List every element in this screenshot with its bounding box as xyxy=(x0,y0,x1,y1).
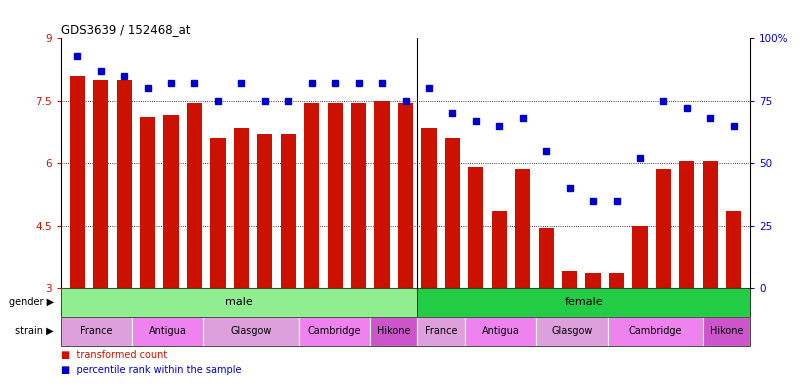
Bar xyxy=(539,228,554,288)
Bar xyxy=(204,317,298,346)
Bar xyxy=(298,317,370,346)
Bar xyxy=(562,271,577,288)
Bar xyxy=(418,317,465,346)
Bar xyxy=(370,317,418,346)
Text: Antigua: Antigua xyxy=(149,326,187,336)
Bar xyxy=(117,80,131,288)
Bar xyxy=(61,288,418,317)
Text: Glasgow: Glasgow xyxy=(551,326,593,336)
Bar xyxy=(680,161,694,288)
Bar xyxy=(351,103,367,288)
Bar xyxy=(444,138,460,288)
Bar xyxy=(93,80,109,288)
Bar xyxy=(515,169,530,288)
Bar xyxy=(702,161,718,288)
Text: GDS3639 / 152468_at: GDS3639 / 152468_at xyxy=(61,23,191,36)
Text: Cambridge: Cambridge xyxy=(629,326,682,336)
Text: Hikone: Hikone xyxy=(710,326,743,336)
Bar xyxy=(609,273,624,288)
Text: gender ▶: gender ▶ xyxy=(9,297,54,308)
Bar xyxy=(726,211,741,288)
Text: Hikone: Hikone xyxy=(377,326,410,336)
Text: ■  transformed count: ■ transformed count xyxy=(61,350,167,360)
Text: male: male xyxy=(225,297,253,308)
Text: female: female xyxy=(564,297,603,308)
Bar xyxy=(586,273,601,288)
Bar xyxy=(210,138,225,288)
Bar xyxy=(304,103,320,288)
Text: ■  percentile rank within the sample: ■ percentile rank within the sample xyxy=(61,366,242,376)
Bar xyxy=(491,211,507,288)
Bar xyxy=(422,128,436,288)
Bar xyxy=(140,118,155,288)
Bar xyxy=(70,76,85,288)
Text: Antigua: Antigua xyxy=(482,326,520,336)
Bar xyxy=(536,317,607,346)
Bar xyxy=(607,317,702,346)
Bar xyxy=(187,103,202,288)
Bar xyxy=(163,115,178,288)
Bar xyxy=(656,169,671,288)
Bar xyxy=(418,288,750,317)
Bar xyxy=(465,317,536,346)
Bar xyxy=(633,226,648,288)
Bar xyxy=(281,134,296,288)
Bar xyxy=(468,167,483,288)
Bar xyxy=(375,101,389,288)
Bar xyxy=(257,134,272,288)
Text: France: France xyxy=(425,326,457,336)
Bar xyxy=(61,317,132,346)
Text: Glasgow: Glasgow xyxy=(230,326,272,336)
Bar xyxy=(398,103,413,288)
Text: France: France xyxy=(80,326,113,336)
Bar xyxy=(234,128,249,288)
Text: strain ▶: strain ▶ xyxy=(15,326,54,336)
Bar xyxy=(702,317,750,346)
Bar xyxy=(328,103,343,288)
Bar xyxy=(132,317,204,346)
Text: Cambridge: Cambridge xyxy=(307,326,361,336)
